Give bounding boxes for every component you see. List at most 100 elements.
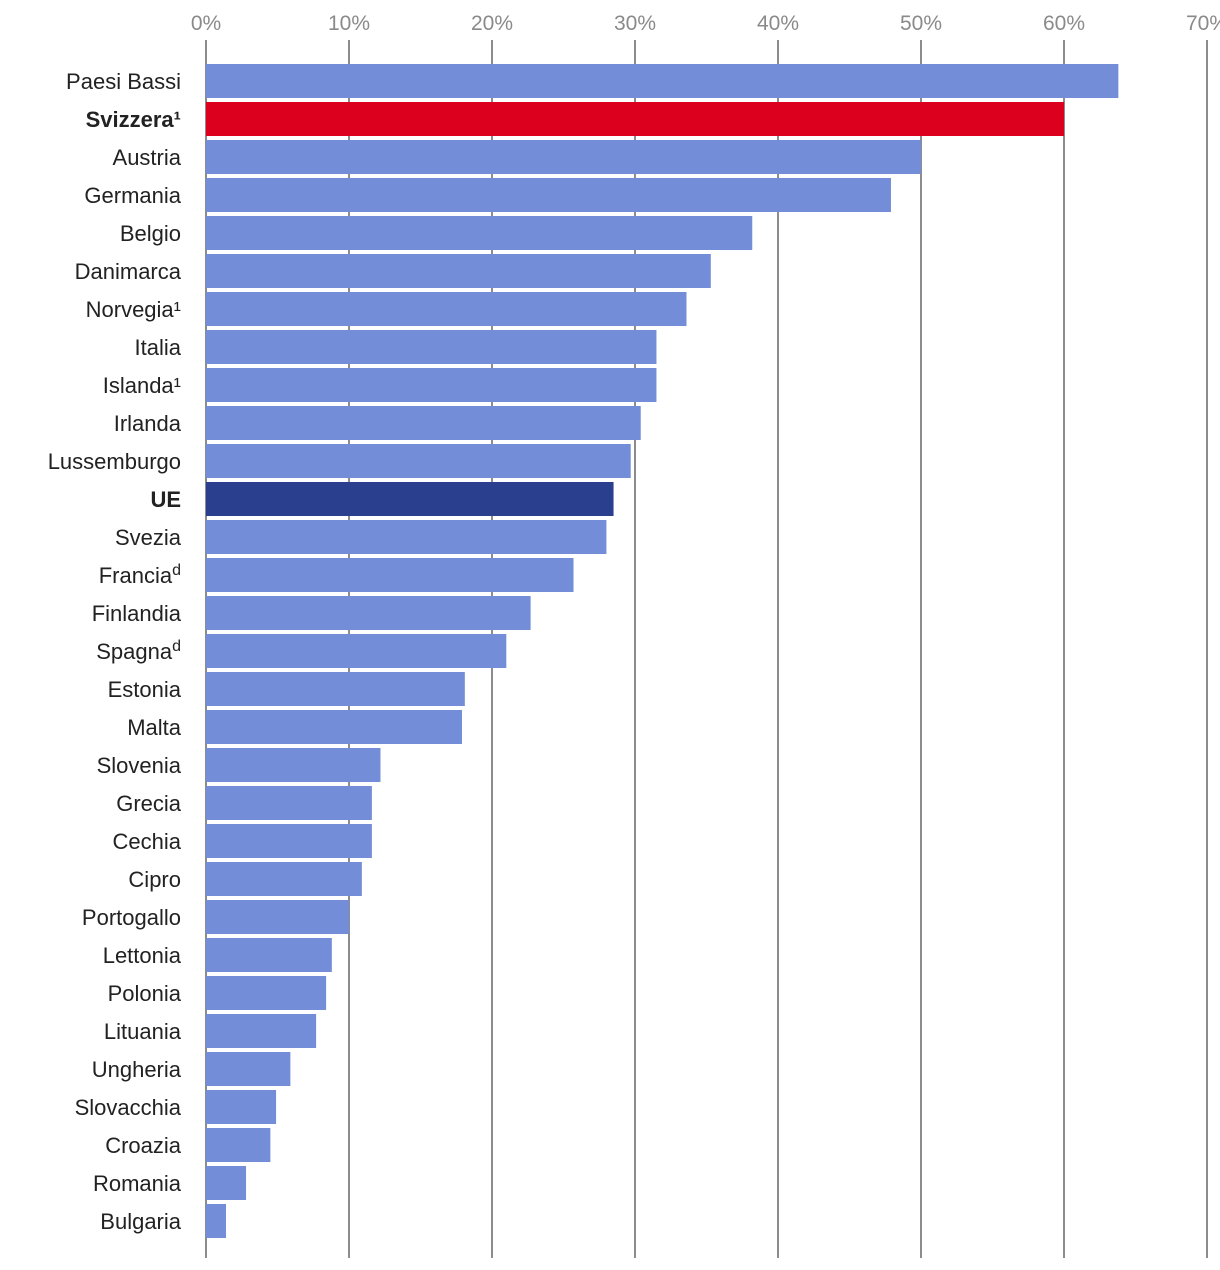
bar	[206, 1204, 227, 1238]
category-name: Lituania	[104, 1019, 182, 1044]
category-label: Lituania	[104, 1019, 182, 1044]
category-label: Cechia	[113, 829, 182, 854]
category-label: Portogallo	[82, 905, 181, 930]
category-name: Cipro	[128, 867, 181, 892]
category-name: Malta	[127, 715, 182, 740]
bar	[206, 1128, 271, 1162]
bars	[206, 64, 1119, 1238]
bar	[206, 786, 372, 820]
x-tick-label: 10%	[328, 12, 370, 35]
category-footnote-marker: ¹	[174, 107, 181, 132]
category-name: Polonia	[108, 981, 182, 1006]
category-footnote-marker: ¹	[174, 373, 181, 398]
bar	[206, 406, 641, 440]
category-label: Bulgaria	[100, 1209, 181, 1234]
category-label: Islanda¹	[103, 373, 181, 398]
category-label: Svizzera¹	[86, 107, 181, 132]
category-name: Spagna	[96, 639, 173, 664]
category-label: Danimarca	[75, 259, 182, 284]
category-label: Svezia	[115, 525, 182, 550]
category-label: Cipro	[128, 867, 181, 892]
bar	[206, 558, 574, 592]
bar	[206, 938, 332, 972]
category-name: Estonia	[108, 677, 182, 702]
category-name: Ungheria	[92, 1057, 182, 1082]
category-name: Svizzera	[86, 107, 175, 132]
category-name: Lussemburgo	[48, 449, 181, 474]
bar	[206, 292, 687, 326]
category-name: Austria	[113, 145, 182, 170]
category-footnote-marker: d	[172, 562, 181, 579]
category-label: Lettonia	[103, 943, 182, 968]
bar	[206, 1090, 277, 1124]
bar	[206, 710, 462, 744]
bar	[206, 216, 753, 250]
category-label: Slovacchia	[75, 1095, 182, 1120]
bar	[206, 748, 381, 782]
bar	[206, 596, 531, 630]
bar	[206, 520, 607, 554]
x-axis-tick-labels: 0% 10% 20% 30% 40% 50% 60% 70%	[191, 12, 1220, 35]
category-name: UE	[150, 487, 181, 512]
category-name: Romania	[93, 1171, 182, 1196]
x-tick-label: 20%	[471, 12, 513, 35]
bar	[206, 330, 657, 364]
category-label: Paesi Bassi	[66, 69, 181, 94]
category-name: Slovacchia	[75, 1095, 182, 1120]
category-label: Germania	[84, 183, 181, 208]
category-name: Belgio	[120, 221, 181, 246]
category-labels: Paesi BassiSvizzera¹AustriaGermaniaBelgi…	[48, 69, 182, 1234]
category-label: Norvegia¹	[86, 297, 181, 322]
category-name: Bulgaria	[100, 1209, 181, 1234]
x-tick-label: 50%	[900, 12, 942, 35]
category-name: Norvegia	[86, 297, 175, 322]
bar	[206, 64, 1119, 98]
bar	[206, 178, 891, 212]
category-label: Lussemburgo	[48, 449, 181, 474]
bar	[206, 634, 507, 668]
category-name: Finlandia	[92, 601, 182, 626]
category-name: Lettonia	[103, 943, 182, 968]
category-name: Slovenia	[97, 753, 182, 778]
x-tick-label: 60%	[1043, 12, 1085, 35]
bar	[206, 444, 631, 478]
category-label: Estonia	[108, 677, 182, 702]
category-label: Romania	[93, 1171, 182, 1196]
category-name: Cechia	[113, 829, 182, 854]
category-name: Svezia	[115, 525, 182, 550]
category-footnote-marker: d	[172, 638, 181, 655]
x-tick-label: 30%	[614, 12, 656, 35]
bar	[206, 1052, 291, 1086]
category-footnote-marker: ¹	[174, 297, 181, 322]
category-name: Francia	[99, 563, 173, 588]
bar	[206, 368, 657, 402]
category-label: Irlanda	[114, 411, 182, 436]
bar	[206, 482, 614, 516]
category-label: Franciad	[99, 562, 181, 588]
x-tick-label: 40%	[757, 12, 799, 35]
x-tick-label: 70%	[1186, 12, 1220, 35]
bar	[206, 672, 465, 706]
bar	[206, 102, 1064, 136]
bar	[206, 900, 349, 934]
category-label: UE	[150, 487, 181, 512]
category-name: Danimarca	[75, 259, 182, 284]
category-label: Spagnad	[96, 638, 181, 664]
category-label: Austria	[113, 145, 182, 170]
category-label: Ungheria	[92, 1057, 182, 1082]
x-tick-label: 0%	[191, 12, 221, 35]
category-name: Germania	[84, 183, 181, 208]
bar	[206, 254, 711, 288]
category-label: Belgio	[120, 221, 181, 246]
category-name: Paesi Bassi	[66, 69, 181, 94]
bar	[206, 976, 327, 1010]
category-name: Irlanda	[114, 411, 182, 436]
category-label: Italia	[135, 335, 182, 360]
category-label: Finlandia	[92, 601, 182, 626]
bar	[206, 1166, 247, 1200]
category-name: Portogallo	[82, 905, 181, 930]
category-label: Croazia	[105, 1133, 182, 1158]
category-label: Polonia	[108, 981, 182, 1006]
bar	[206, 862, 362, 896]
